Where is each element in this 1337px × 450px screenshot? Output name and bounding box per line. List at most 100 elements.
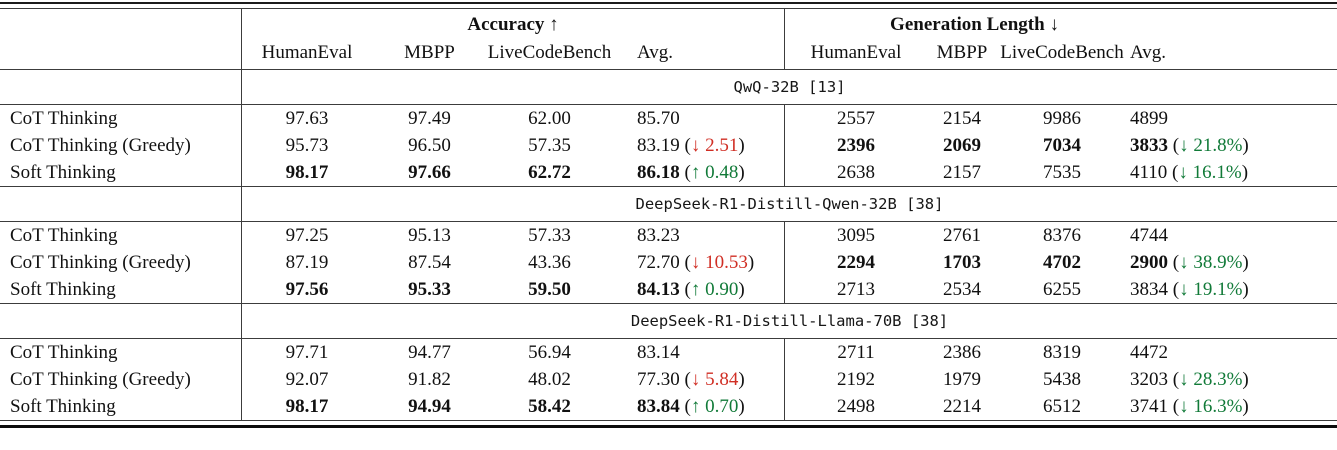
metric-value: 83.23 [637,224,680,246]
metric-value: 97.56 [285,278,329,300]
metric-value: 57.33 [528,224,571,246]
metric-value-cell: 56.94 [487,339,612,366]
metric-value-cell: 83.14 [612,339,784,366]
metric-value: 62.00 [528,107,571,129]
metric-value-cell: 2294 [785,249,927,276]
generation-cells-group: 2713 2534 6255 3834 (↓ 19.1%) [784,275,1337,303]
metric-value: 97.66 [408,161,451,183]
metric-value: 97.63 [285,107,329,129]
metric-value-cell: 2534 [927,276,997,303]
horizontal-rule [0,185,1337,187]
metric-value: 2713 [837,278,875,300]
table-header: Accuracy ↑ HumanEval MBPP LiveCodeBench … [0,8,1337,69]
change-note: ↓ 16.3% [1179,395,1243,417]
metric-value: 84.13 [637,278,680,300]
metric-value-cell: 7535 [997,159,1127,186]
accuracy-cells-group: 87.19 87.54 43.36 72.70 (↓ 10.53) [241,248,784,276]
table-row: CoT Thinking (Greedy) 92.07 91.82 48.02 77.3… [0,365,1337,393]
change-note: ↑ 0.48 [690,161,739,183]
col-header-acc-livecodebench: LiveCodeBench [487,41,612,63]
metric-value: 5438 [1043,368,1081,390]
table-row: Soft Thinking 98.17 94.94 58.42 83.84 (↑ 0.7… [0,392,1337,420]
metric-value-cell: 4110 (↓ 16.1%) [1130,161,1249,183]
metric-value-cell: 2557 [785,105,927,132]
bottom-double-rule [0,419,1337,428]
accuracy-cells-group: 97.25 95.13 57.33 83.23 [241,221,784,249]
accuracy-cells-group: 95.73 96.50 57.35 83.19 (↓ 2.51) [241,131,784,159]
metric-value: 94.77 [408,341,451,363]
metric-value-cell: 43.36 [487,249,612,276]
metric-value: 2386 [943,341,981,363]
metric-value-cell: 58.42 [487,393,612,420]
metric-value-cell: 97.66 [372,159,487,186]
col-header-gen-avg: Avg. [1130,41,1167,63]
metric-value-cell: 7034 [997,132,1127,159]
metric-value: 83.84 [637,395,680,417]
metric-value-cell: 91.82 [372,366,487,393]
metric-value: 83.19 [637,134,680,156]
metric-value-cell: 94.94 [372,393,487,420]
section-label-spacer [0,187,241,221]
metric-value-cell: 94.77 [372,339,487,366]
section-title: DeepSeek-R1-Distill-Llama-70B [38] [241,303,1337,338]
metric-value: 3203 [1130,368,1168,390]
row-label: Soft Thinking [10,395,116,417]
metric-value: 98.17 [285,161,329,183]
row-label: CoT Thinking (Greedy) [10,368,191,390]
horizontal-rule [0,103,1337,105]
accuracy-group: Accuracy ↑ HumanEval MBPP LiveCodeBench … [241,8,784,69]
accuracy-cells-group: 92.07 91.82 48.02 77.30 (↓ 5.84) [241,365,784,393]
metric-value: 1979 [943,368,981,390]
section-title: QwQ-32B [13] [241,69,1337,104]
metric-value-cell: 8376 [997,222,1127,249]
change-note: ↑ 0.70 [690,395,739,417]
generation-cells-group: 3095 2761 8376 4744 [784,221,1337,249]
metric-value-cell: 4744 [1127,222,1337,249]
section-header-row: DeepSeek-R1-Distill-Llama-70B [38] [0,303,1337,338]
metric-value-cell: 3833 (↓ 21.8%) [1130,134,1249,156]
metric-value: 2154 [943,107,981,129]
accuracy-cells-group: 98.17 97.66 62.72 86.18 (↑ 0.48) [241,158,784,186]
metric-value-cell: 3741 (↓ 16.3%) [1130,395,1249,417]
table-row: CoT Thinking 97.63 97.49 62.00 85.70 2557 2154… [0,104,1337,132]
metric-value: 43.36 [528,251,571,273]
header-label-spacer [0,9,241,69]
metric-value: 91.82 [408,368,451,390]
generation-column-headers: HumanEval MBPP LiveCodeBench Avg. [785,38,1337,69]
col-header-gen-humaneval: HumanEval [810,41,902,63]
metric-value-cell: 2396 [785,132,927,159]
metric-value-cell: 97.49 [372,105,487,132]
change-note: ↓ 10.53 [690,251,748,273]
section-label-spacer [0,70,241,104]
section-header-row: DeepSeek-R1-Distill-Qwen-32B [38] [0,186,1337,221]
metric-value: 95.33 [408,278,451,300]
change-note: ↑ 0.90 [690,278,739,300]
table-row: CoT Thinking 97.71 94.77 56.94 83.14 2711 2386… [0,338,1337,366]
table-row: Soft Thinking 97.56 95.33 59.50 84.13 (↑ 0.9… [0,275,1337,303]
change-note: ↓ 5.84 [690,368,739,390]
metric-value: 96.50 [408,134,451,156]
metric-value: 4110 [1130,161,1168,183]
metric-value: 6512 [1043,395,1081,417]
metric-value-cell: 4899 [1127,105,1337,132]
metric-value: 2294 [837,251,875,273]
metric-value-cell: 59.50 [487,276,612,303]
metric-value-cell: 2157 [927,159,997,186]
metric-value-cell: 4472 [1127,339,1337,366]
metric-value-cell: 1703 [927,249,997,276]
row-label: CoT Thinking [10,224,118,246]
metric-value: 77.30 [637,368,680,390]
metric-value-cell: 96.50 [372,132,487,159]
metric-value-cell: 2638 [785,159,927,186]
table-row: CoT Thinking (Greedy) 87.19 87.54 43.36 72.7… [0,248,1337,276]
accuracy-cells-group: 97.71 94.77 56.94 83.14 [241,338,784,366]
accuracy-cells-group: 97.56 95.33 59.50 84.13 (↑ 0.90) [241,275,784,303]
row-label: CoT Thinking (Greedy) [10,134,191,156]
metric-value: 9986 [1043,107,1081,129]
metric-value-cell: 62.72 [487,159,612,186]
metric-value: 92.07 [285,368,329,390]
metric-value-cell: 2498 [785,393,927,420]
metric-value: 87.54 [408,251,451,273]
metric-value: 3833 [1130,134,1168,156]
